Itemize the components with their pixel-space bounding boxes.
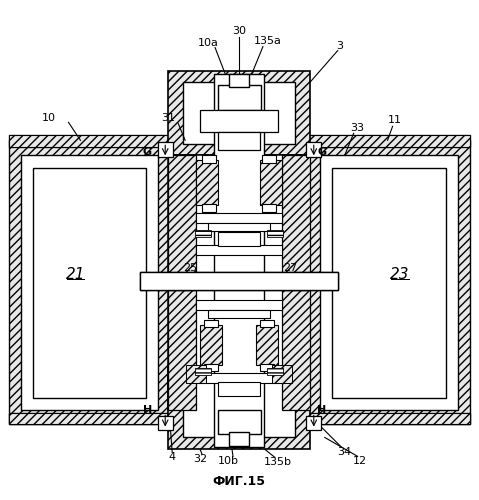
Text: 21: 21 [66,268,85,282]
Bar [195,230,211,237]
Text: 4: 4 [169,452,176,462]
Bar [260,320,274,327]
Bar [9,136,170,147]
Text: 33: 33 [351,124,365,134]
Bar [218,232,260,246]
Text: 10b: 10b [217,456,239,466]
Text: 32: 32 [193,454,207,464]
Bar [282,156,310,275]
Bar [9,412,170,424]
Bar [308,140,470,424]
Text: 3: 3 [336,40,343,50]
Bar [218,86,261,110]
Bar [204,320,218,327]
Text: G: G [143,148,152,158]
Bar [204,364,218,370]
Bar [272,364,292,382]
Text: 135b: 135b [264,458,292,468]
Bar [306,142,321,158]
Bar [229,74,249,88]
Bar [208,310,270,318]
Bar [168,290,310,410]
Bar [140,272,338,290]
Bar [262,204,276,212]
Text: 34: 34 [338,448,352,458]
Bar [9,412,170,424]
Bar [168,156,196,275]
Bar [267,368,283,374]
Text: H: H [317,404,326,414]
Text: H: H [143,404,152,414]
Bar [196,213,282,223]
Bar [282,290,310,410]
Text: 25: 25 [183,263,197,273]
Bar [140,272,338,290]
Bar [320,156,458,410]
Bar [196,300,282,310]
Bar [218,410,261,434]
Text: 23: 23 [390,268,409,282]
Bar [183,376,295,438]
Text: 10: 10 [42,114,56,124]
Bar [158,142,173,158]
Bar [308,136,470,147]
Bar [308,136,470,147]
Bar [200,110,278,132]
Text: 27: 27 [283,263,297,273]
Bar [306,416,321,430]
Bar [260,364,274,370]
Text: 135a: 135a [254,36,282,46]
Text: 31: 31 [161,114,175,124]
Bar [202,156,216,164]
Text: ФИГ.15: ФИГ.15 [213,475,265,488]
Text: 11: 11 [388,116,401,126]
Bar [332,168,446,398]
Bar [218,382,260,396]
Bar [168,156,310,275]
Bar [21,156,158,410]
Bar [196,372,282,382]
Bar [33,168,146,398]
Bar [218,132,260,150]
Text: 12: 12 [353,456,367,466]
Bar [168,290,196,410]
Text: 30: 30 [232,26,246,36]
Text: G: G [317,148,326,158]
Bar [308,412,470,424]
Bar [168,364,310,450]
Bar [229,432,249,446]
Bar [308,412,470,424]
Bar [214,74,264,448]
Bar [260,160,282,205]
Bar [196,160,218,205]
Bar [9,136,170,147]
Bar [200,325,222,364]
Bar [168,70,310,156]
Bar [158,416,173,430]
Bar [183,82,295,144]
Bar [208,223,270,231]
Bar [196,245,282,255]
Bar [202,204,216,212]
Bar [267,230,283,237]
Bar [9,140,170,424]
Bar [262,156,276,164]
Bar [256,325,278,364]
Text: 10a: 10a [198,38,218,48]
Bar [186,364,206,382]
Bar [195,368,211,374]
